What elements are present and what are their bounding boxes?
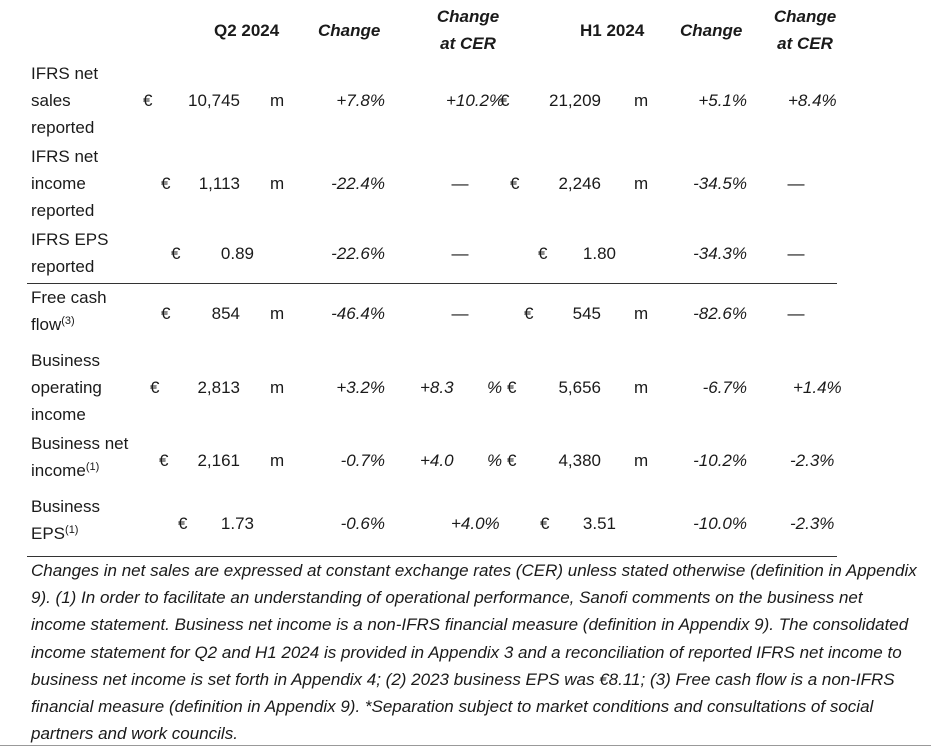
q2-change-cer: — <box>451 244 469 263</box>
row-label-business-net-income: Business net income(1) <box>31 434 129 480</box>
footnote-ref: (1) <box>85 461 100 473</box>
section-divider <box>27 283 837 284</box>
q2-unit: m <box>270 174 285 193</box>
q2-currency: € <box>171 244 181 263</box>
q2-change-cer: +8.3 <box>420 378 454 397</box>
h1-currency: € <box>510 174 520 193</box>
q2-change: -46.4% <box>331 304 385 323</box>
q2-change-cer-pct: % <box>487 378 503 397</box>
q2-value: 0.89 <box>220 244 254 263</box>
q2-value: 854 <box>211 304 240 323</box>
header-q2: Q2 2024 <box>214 21 280 40</box>
h1-value: 4,380 <box>558 451 601 470</box>
footnote-text: Changes in net sales are expressed at co… <box>31 561 917 744</box>
h1-currency: € <box>524 304 534 323</box>
h1-change-cer: — <box>787 304 805 323</box>
row-label-ifrs-net-sales: IFRS net sales reported <box>31 64 99 137</box>
table-bottom-rule <box>27 556 837 557</box>
h1-unit: m <box>634 451 649 470</box>
h1-currency: € <box>538 244 548 263</box>
q2-unit: m <box>270 304 285 323</box>
q2-currency: € <box>159 451 169 470</box>
q2-currency: € <box>178 514 188 533</box>
header-change2: Change <box>680 21 743 40</box>
h1-change-cer: +8.4% <box>788 91 837 110</box>
q2-change: -22.6% <box>331 244 385 263</box>
row-label-ifrs-eps: IFRS EPS reported <box>31 230 109 276</box>
q2-change-cer: +10.2% <box>446 91 505 110</box>
row-label-free-cash-flow: Free cash flow(3) <box>31 288 107 334</box>
h1-value: 21,209 <box>549 91 601 110</box>
h1-value: 3.51 <box>582 514 616 533</box>
q2-value: 1,113 <box>198 174 240 193</box>
h1-currency: € <box>507 378 517 397</box>
h1-value: 545 <box>572 304 601 323</box>
row-label-business-operating-income: Business operating income <box>31 351 102 424</box>
q2-currency: € <box>143 91 153 110</box>
page-bottom-rule <box>0 745 931 746</box>
footnote-ref: (3) <box>61 315 75 327</box>
h1-change: +5.1% <box>698 91 747 110</box>
footnote-ref: (1) <box>65 524 79 536</box>
q2-value: 1.73 <box>220 514 254 533</box>
q2-currency: € <box>161 304 171 323</box>
h1-change: -34.3% <box>693 244 747 263</box>
h1-change: -34.5% <box>693 174 747 193</box>
q2-value: 10,745 <box>188 91 240 110</box>
header-change-cer2-l1: Change <box>773 7 837 26</box>
h1-value: 5,656 <box>558 378 601 397</box>
h1-currency: € <box>540 514 550 533</box>
q2-change: -0.6% <box>340 514 385 533</box>
q2-change-cer: — <box>451 304 469 323</box>
q2-currency: € <box>150 378 160 397</box>
h1-value: 1.80 <box>582 244 616 263</box>
h1-change-cer: -2.3% <box>790 514 835 533</box>
h1-unit: m <box>634 174 649 193</box>
q2-unit: m <box>270 91 285 110</box>
q2-change-cer: +4.0 <box>420 451 454 470</box>
q2-change: -0.7% <box>340 451 385 470</box>
header-change-cer-l1: Change <box>436 7 500 26</box>
header-change: Change <box>318 21 381 40</box>
row-label-business-eps: Business EPS(1) <box>31 497 100 543</box>
h1-value: 2,246 <box>558 174 601 193</box>
row-label-ifrs-net-income: IFRS net income reported <box>31 147 99 220</box>
h1-change-cer: -2.3% <box>790 451 835 470</box>
h1-change: -10.2% <box>693 451 747 470</box>
h1-change: -10.0% <box>693 514 747 533</box>
q2-change-cer-pct: % <box>487 451 503 470</box>
q2-unit: m <box>270 378 285 397</box>
h1-unit: m <box>634 304 649 323</box>
q2-value: 2,813 <box>197 378 240 397</box>
q2-value: 2,161 <box>197 451 240 470</box>
q2-unit: m <box>270 451 285 470</box>
h1-currency: € <box>507 451 517 470</box>
q2-change-cer: — <box>451 174 469 193</box>
h1-change-cer: — <box>787 244 805 263</box>
h1-change-cer: — <box>787 174 805 193</box>
q2-change: +3.2% <box>336 378 385 397</box>
header-change-cer2-l2: at CER <box>777 34 833 53</box>
q2-change: +7.8% <box>336 91 385 110</box>
header-change-cer-l2: at CER <box>440 34 496 53</box>
h1-currency: € <box>500 91 510 110</box>
q2-currency: € <box>161 174 171 193</box>
h1-change: -82.6% <box>693 304 747 323</box>
q2-change-cer: +4.0% <box>451 514 500 533</box>
q2-change: -22.4% <box>331 174 385 193</box>
header-h1: H1 2024 <box>580 21 645 40</box>
h1-change: -6.7% <box>702 378 747 397</box>
h1-unit: m <box>634 378 649 397</box>
h1-change-cer: +1.4% <box>793 378 842 397</box>
h1-unit: m <box>634 91 649 110</box>
